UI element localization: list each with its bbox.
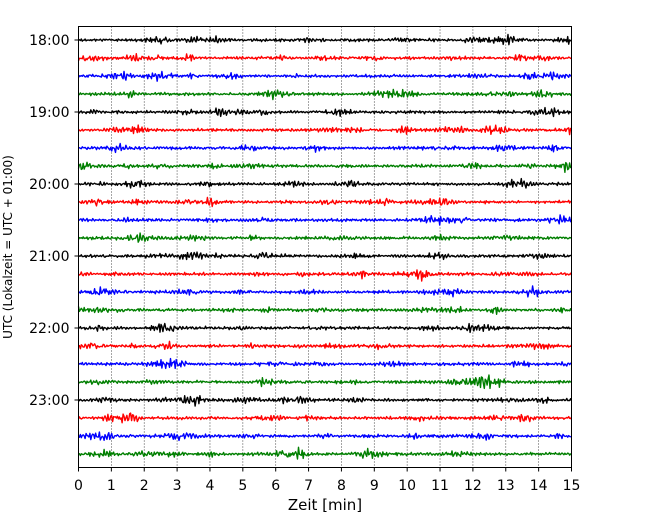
y-tick-label: 22:00 [29, 321, 69, 337]
trace-1815 [77, 53, 572, 62]
trace-1900 [77, 106, 572, 118]
x-tick-label: 14 [530, 478, 548, 494]
trace-1930 [78, 142, 573, 154]
trace-1800 [78, 33, 572, 46]
trace-2145 [77, 305, 573, 315]
trace-2300 [77, 395, 573, 407]
x-tick-label: 2 [140, 478, 149, 494]
plot-frame [78, 26, 572, 468]
x-tick-label: 15 [563, 478, 581, 494]
y-axis: 18:00 19:00 20:00 21:00 22:00 23:00 [29, 33, 79, 409]
x-tick-label: 6 [271, 478, 280, 494]
x-axis-label: Zeit [min] [288, 496, 362, 514]
trace-1845 [78, 88, 573, 101]
x-tick-label: 0 [74, 478, 83, 494]
x-tick-label: 10 [398, 478, 416, 494]
trace-1945 [77, 161, 573, 173]
trace-2345 [78, 446, 572, 460]
y-tick-label: 18:00 [29, 33, 69, 49]
y-tick-label: 21:00 [29, 249, 69, 265]
y-tick-label: 20:00 [29, 177, 69, 193]
grid-layer [111, 26, 539, 468]
trace-layer [77, 33, 573, 460]
trace-2015 [78, 196, 572, 208]
x-axis: 0 1 2 3 4 5 6 7 8 9 10 11 12 13 14 15 [74, 467, 581, 494]
x-tick-label: 8 [337, 478, 346, 494]
x-tick-label: 1 [107, 478, 116, 494]
x-tick-label: 7 [304, 478, 313, 494]
trace-2315 [77, 412, 573, 424]
trace-2000 [78, 177, 572, 189]
trace-2330 [77, 431, 572, 442]
x-tick-label: 11 [431, 478, 449, 494]
x-tick-label: 5 [238, 478, 247, 494]
trace-2030 [78, 214, 573, 226]
trace-2215 [77, 340, 573, 351]
x-tick-label: 9 [370, 478, 379, 494]
trace-2245 [77, 374, 572, 390]
x-tick-label: 3 [173, 478, 182, 494]
trace-2115 [78, 269, 573, 282]
y-tick-label: 23:00 [29, 393, 69, 409]
trace-1915 [78, 124, 573, 136]
trace-2230 [78, 357, 572, 370]
trace-2200 [78, 322, 572, 334]
x-tick-label: 12 [464, 478, 482, 494]
trace-2045 [77, 232, 572, 243]
x-tick-label: 4 [206, 478, 215, 494]
trace-1830 [77, 70, 572, 82]
x-tick-label: 13 [497, 478, 515, 494]
trace-2130 [78, 285, 573, 298]
trace-2100 [78, 251, 572, 261]
y-tick-label: 19:00 [29, 105, 69, 121]
y-axis-label: UTC (Lokalzeit = UTC + 01:00) [1, 155, 15, 339]
